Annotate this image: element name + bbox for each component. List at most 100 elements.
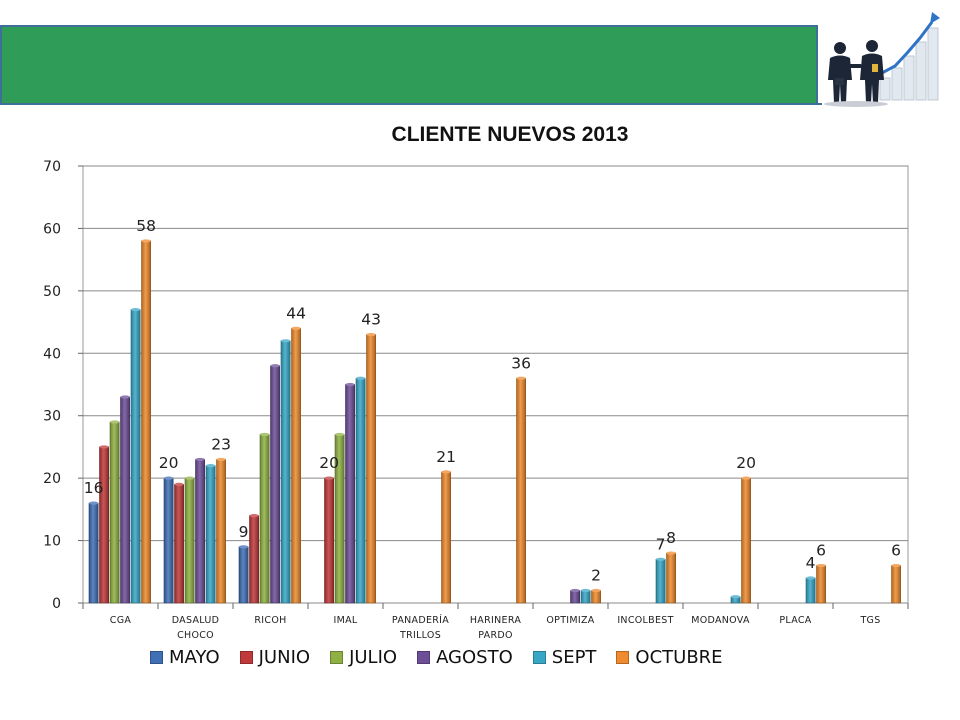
legend-swatch — [330, 650, 344, 664]
bar-octubre-0 — [141, 240, 151, 604]
bar-chart: 0 10 20 30 40 50 60 70 CGA DASALUD CHOCO RICOH IMAL P… — [43, 159, 909, 640]
bar-sept-6 — [580, 590, 591, 604]
bar-agosto-6 — [570, 590, 580, 604]
legend-label: JULIO — [349, 646, 398, 668]
bar-agosto-3 — [345, 384, 355, 604]
bar-sept-3 — [355, 377, 366, 604]
data-label: 43 — [361, 311, 381, 329]
legend-item-octubre: OCTUBRE — [616, 646, 723, 668]
bar-cap — [570, 588, 580, 593]
bar-cap — [291, 326, 301, 330]
x-tick-label: MODANOVA — [691, 615, 750, 626]
bar-junio-1 — [174, 484, 184, 604]
y-tick-label: 30 — [43, 409, 61, 425]
chart-title: CLIENTE NUEVOS 2013 — [391, 123, 629, 146]
legend-swatch — [616, 650, 630, 664]
bar-sept-2 — [280, 340, 291, 604]
data-label: 7 — [656, 535, 666, 553]
bar-cap — [99, 445, 109, 449]
bar-cap — [249, 514, 259, 518]
bar-cap — [591, 588, 601, 593]
bar-octubre-3 — [366, 334, 376, 604]
x-tick-label: PANADERÍA — [392, 614, 449, 626]
y-tick-label: 60 — [43, 221, 61, 237]
bar-agosto-0 — [120, 396, 130, 604]
x-tick-label: PARDO — [478, 630, 513, 640]
bar-cap — [185, 476, 195, 480]
bar-cap — [141, 239, 151, 243]
bar-cap — [324, 476, 334, 480]
legend-label: MAYO — [169, 646, 220, 668]
legend-swatch — [150, 650, 163, 664]
bar-agosto-2 — [270, 365, 280, 604]
bar-cap — [174, 482, 184, 486]
data-label: 4 — [806, 554, 816, 572]
bar-cap — [666, 551, 676, 555]
legend-label: JUNIO — [258, 646, 311, 668]
x-tick-label: RICOH — [254, 615, 286, 626]
bar-octubre-7 — [666, 552, 676, 604]
y-tick-label: 70 — [43, 159, 61, 175]
bar-cap — [731, 595, 741, 599]
bar-octubre-5 — [516, 377, 526, 604]
bar-cap — [89, 501, 99, 505]
x-tick-label: CGA — [110, 615, 132, 626]
y-tick-label: 50 — [43, 284, 61, 300]
x-tick-label: OPTIMIZA — [546, 615, 594, 626]
bar-cap — [816, 563, 826, 568]
y-tick-label: 40 — [43, 346, 61, 362]
x-tick-label: TGS — [859, 615, 880, 626]
data-label: 2 — [591, 567, 601, 585]
bar-cap — [131, 307, 141, 312]
legend-item-sept: SEPT — [532, 646, 597, 668]
bar-sept-1 — [205, 465, 216, 604]
legend-label: OCTUBRE — [635, 646, 723, 668]
data-label: 8 — [666, 529, 676, 547]
data-label: 6 — [891, 542, 901, 560]
y-tick-label: 10 — [43, 534, 61, 550]
bar-mayo-2 — [238, 546, 249, 604]
data-label: 36 — [511, 354, 531, 372]
bar-cap — [216, 457, 226, 462]
bar-cap — [366, 332, 376, 337]
x-tick-label: DASALUD — [172, 615, 220, 626]
bar-cap — [281, 339, 291, 343]
bar-sept-9 — [805, 577, 816, 604]
bar-octubre-4 — [441, 471, 451, 604]
bar-junio-2 — [249, 515, 259, 604]
y-tick-label: 20 — [43, 471, 61, 487]
bar-junio-3 — [324, 477, 334, 604]
legend-item-junio: JUNIO — [239, 646, 311, 668]
bar-cap — [195, 457, 205, 462]
bar-cap — [110, 420, 120, 424]
legend-swatch — [532, 650, 546, 664]
bar-octubre-9 — [816, 565, 826, 604]
bar-julio-2 — [259, 434, 270, 604]
bar-julio-1 — [184, 477, 195, 604]
data-label: 20 — [319, 454, 339, 472]
x-tick-label: IMAL — [334, 615, 358, 626]
data-label: 21 — [436, 448, 456, 466]
bar-cap — [260, 432, 270, 437]
data-label: 9 — [239, 523, 249, 541]
data-label: 20 — [159, 454, 179, 472]
bar-junio-0 — [99, 446, 109, 604]
bar-octubre-6 — [591, 590, 601, 604]
bar-cap — [741, 476, 751, 480]
bar-mayo-1 — [163, 477, 174, 604]
legend-label: AGOSTO — [436, 646, 513, 668]
bar-sept-7 — [655, 558, 666, 604]
chart-legend: MAYO JUNIO JULIO AGOSTO SEPT OCTUBRE — [150, 644, 810, 670]
bar-mayo-0 — [88, 502, 99, 604]
data-label: 58 — [136, 217, 156, 235]
legend-swatch — [417, 650, 431, 664]
bar-cap — [581, 588, 591, 593]
data-label: 20 — [736, 454, 756, 472]
bar-cap — [441, 470, 451, 474]
bar-cap — [164, 476, 174, 480]
bar-cap — [206, 464, 216, 468]
data-label: 23 — [211, 435, 231, 453]
legend-label: SEPT — [551, 646, 597, 668]
bar-cap — [345, 382, 355, 387]
bar-agosto-1 — [195, 459, 205, 604]
